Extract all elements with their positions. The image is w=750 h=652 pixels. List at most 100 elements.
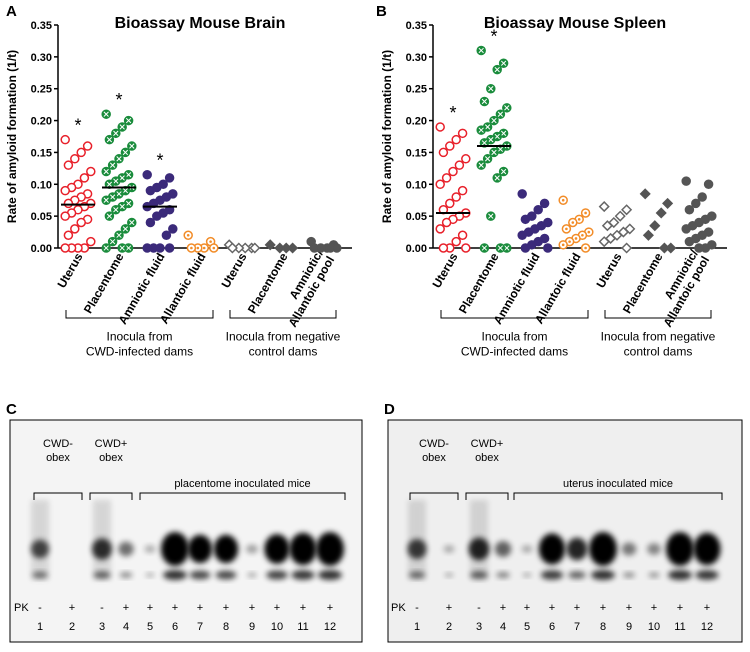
blot-group-label: CWD-obex: [419, 438, 449, 464]
data-point: [63, 230, 74, 241]
marker-dot: [574, 237, 578, 240]
marker: [543, 243, 553, 253]
pk-sign: +: [172, 602, 178, 614]
marker: [142, 243, 152, 253]
pk-sign: +: [249, 602, 255, 614]
data-point: [168, 224, 178, 234]
blot-group-label-line: obex: [422, 452, 446, 464]
pk-sign: -: [477, 602, 481, 614]
data-point: [639, 188, 651, 200]
lane-number: 4: [500, 621, 506, 633]
data-point: [655, 207, 667, 219]
data-point: [86, 236, 96, 247]
marker: [703, 179, 714, 190]
blot-group-label-line: CWD+: [95, 438, 128, 450]
blot-band: [647, 543, 661, 555]
blot-band: [163, 570, 187, 580]
group-bracket: [604, 310, 712, 319]
data-point: [457, 185, 468, 196]
data-point: [193, 243, 203, 253]
marker-cross: [116, 191, 122, 197]
marker: [441, 217, 452, 228]
data-point: [454, 160, 465, 170]
pk-sign: +: [223, 602, 229, 614]
pk-sign: +: [574, 602, 580, 614]
marker: [684, 205, 695, 215]
group-label-line: Inocula from negative: [601, 330, 716, 344]
data-point: [580, 243, 591, 253]
marker-cross: [491, 149, 497, 156]
marker: [164, 173, 175, 183]
marker-dot: [568, 240, 571, 243]
data-point: [120, 147, 131, 158]
lane-number: 11: [297, 621, 308, 633]
pk-sign: +: [300, 602, 306, 614]
pk-sign: +: [500, 602, 506, 614]
pk-sign: +: [600, 602, 606, 614]
blot-smear: [93, 500, 111, 580]
pk-sign: +: [446, 602, 452, 614]
marker-cross: [500, 60, 507, 66]
marker-dot: [186, 233, 190, 237]
marker-cross: [500, 130, 507, 136]
lane-number: 3: [99, 621, 105, 633]
x-tick-label: Uterus: [54, 250, 85, 290]
data-point: [123, 243, 134, 253]
lane-number: 2: [446, 621, 452, 633]
blot-band: [118, 541, 134, 557]
blot-band: [621, 542, 637, 556]
marker-cross: [109, 238, 116, 245]
marker-cross: [119, 175, 125, 181]
marker: [517, 230, 527, 241]
marker: [82, 141, 93, 151]
x-tick-label: Uterus: [429, 250, 460, 290]
data-point: [60, 211, 70, 221]
marker: [684, 236, 695, 247]
y-tick-label: 0.35: [31, 20, 52, 32]
data-point: [684, 236, 695, 247]
marker-dot: [577, 218, 581, 221]
data-point: [249, 242, 261, 254]
marker-dot: [571, 221, 575, 224]
data-point: [441, 217, 452, 228]
data-point: [703, 179, 714, 190]
blot-smear: [408, 500, 426, 580]
x-tick-label: Placentome: [456, 250, 502, 316]
data-point: [145, 217, 156, 228]
pk-sign: +: [524, 602, 530, 614]
blot-band: [666, 532, 694, 566]
blot-group-label-line: CWD+: [471, 438, 504, 450]
marker-cross: [116, 232, 122, 238]
data-point: [325, 243, 336, 253]
blot-bracket: [89, 492, 133, 500]
data-point: [161, 230, 172, 241]
blot-frame: [387, 419, 743, 643]
marker: [168, 224, 178, 234]
pk-sign: +: [69, 602, 75, 614]
marker-cross: [106, 137, 113, 143]
marker-cross: [497, 245, 504, 251]
marker-cross: [106, 213, 113, 219]
marker-cross: [103, 111, 109, 117]
marker: [451, 134, 461, 145]
marker: [517, 189, 527, 199]
data-point: [145, 185, 156, 196]
marker: [438, 243, 449, 253]
data-point: [614, 210, 626, 222]
data-point: [309, 243, 320, 253]
pk-sign: +: [704, 602, 710, 614]
data-point: [104, 134, 115, 145]
marker: [451, 192, 461, 202]
y-tick-label: 0.35: [406, 20, 427, 32]
marker-cross: [494, 66, 500, 73]
marker: [435, 122, 445, 132]
group-label-line: CWD-infected dams: [86, 345, 193, 359]
data-point: [502, 243, 512, 253]
y-tick-label: 0.00: [31, 243, 52, 255]
marker-cross: [491, 117, 497, 124]
lane-number: 5: [147, 621, 153, 633]
data-point: [621, 242, 633, 254]
blot-band: [318, 570, 342, 580]
marker-cross: [119, 203, 125, 210]
group-bracket: [440, 310, 589, 319]
